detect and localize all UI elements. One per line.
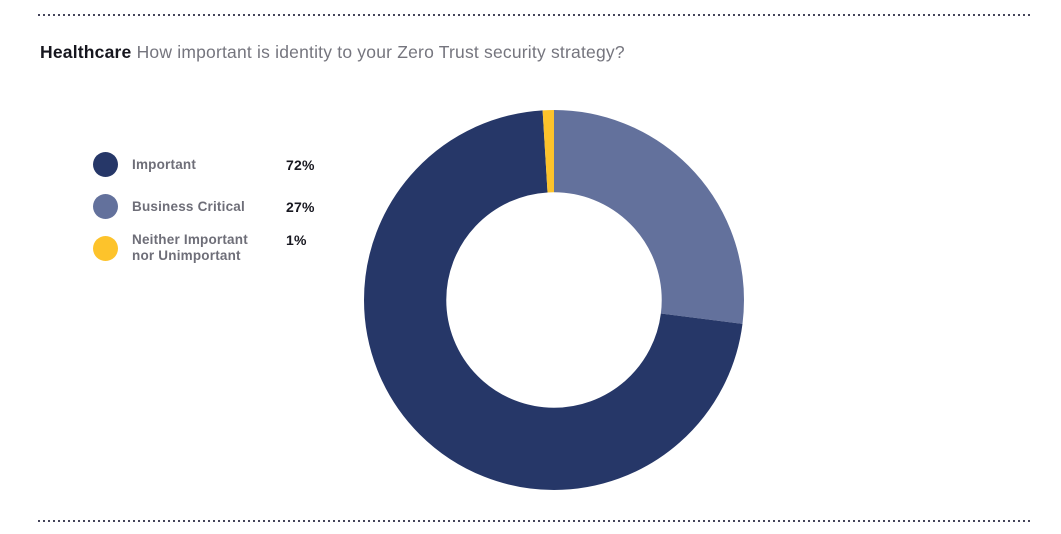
title-question: How important is identity to your Zero T… (136, 42, 625, 62)
legend-value: 1% (286, 232, 307, 248)
donut-segment-important (364, 110, 744, 490)
donut-segment-neither-important-nor-unimportant (364, 110, 744, 490)
legend-item: Important 72% (93, 152, 315, 177)
top-dotted-divider (38, 14, 1030, 16)
donut-chart-svg (364, 110, 744, 490)
legend-item: Business Critical 27% (93, 194, 315, 219)
bottom-dotted-divider (38, 520, 1030, 522)
chart-legend: Important 72% Business Critical 27% Neit… (93, 152, 315, 264)
legend-swatch-important (93, 152, 118, 177)
title-category: Healthcare (40, 42, 132, 62)
legend-label: Neither Important nor Unimportant (132, 232, 248, 263)
legend-item: Neither Important nor Unimportant 1% (93, 232, 315, 264)
legend-swatch-business-critical (93, 194, 118, 219)
legend-value: 27% (286, 198, 315, 215)
donut-chart (364, 110, 744, 490)
legend-swatch-neither (93, 235, 118, 261)
page-title: Healthcare How important is identity to … (40, 41, 625, 63)
legend-value: 72% (286, 156, 315, 173)
legend-label: Business Critical (132, 198, 245, 214)
legend-label: Important (132, 156, 197, 172)
